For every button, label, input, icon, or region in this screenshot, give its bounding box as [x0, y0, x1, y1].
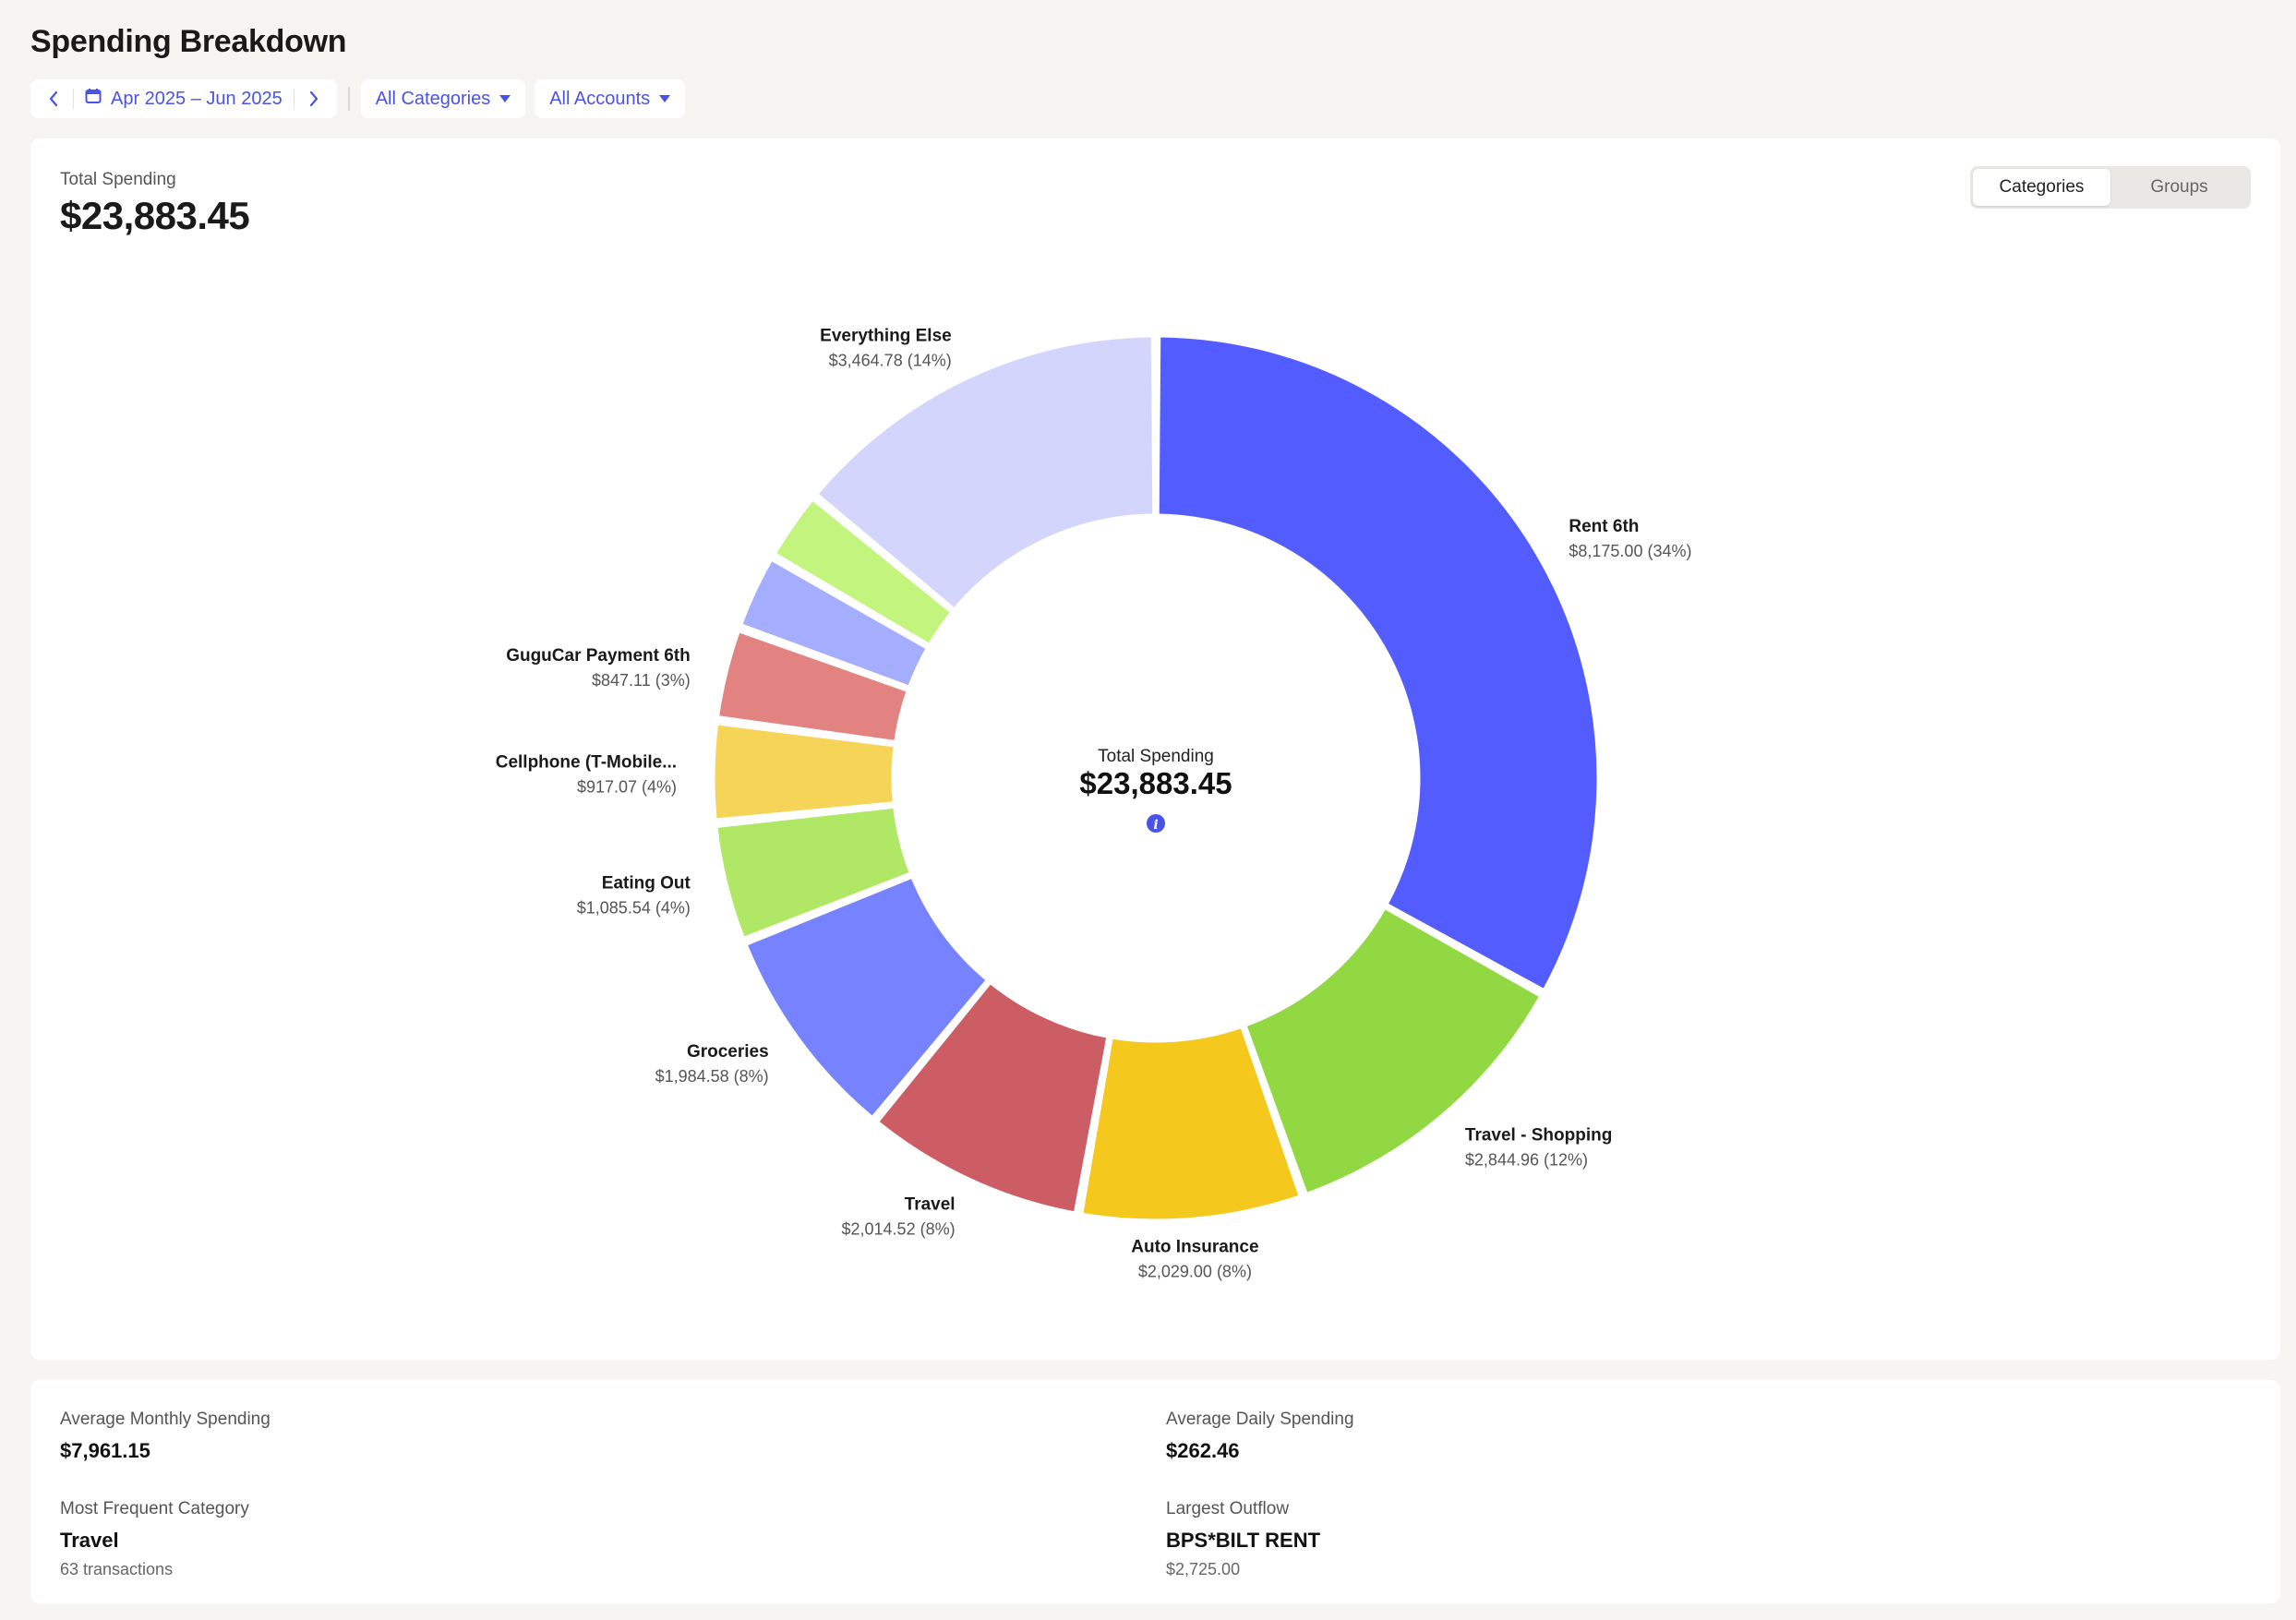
slice-amount: $3,464.78 (14%) [829, 352, 952, 370]
slice-label: Everything Else [820, 327, 952, 346]
total-spending-label: Total Spending [60, 170, 176, 189]
slice-amount: $847.11 (3%) [592, 671, 691, 690]
stat-most-frequent-category: Most Frequent Category Travel 63 transac… [60, 1499, 249, 1579]
stat-subtext: $2,725.00 [1166, 1560, 1241, 1578]
slice-label: Rent 6th [1569, 517, 1639, 536]
slice-label: Cellphone (T-Mobile... [496, 752, 677, 772]
slice-label: Travel - Shopping [1465, 1125, 1612, 1145]
stat-label: Most Frequent Category [60, 1499, 249, 1518]
stat-average-daily: Average Daily Spending $262.46 [1166, 1410, 1354, 1463]
date-range-label: Apr 2025 – Jun 2025 [111, 88, 282, 109]
stat-largest-outflow: Largest Outflow BPS*BILT RENT $2,725.00 [1166, 1499, 1320, 1579]
donut-slice[interactable] [876, 981, 1110, 1215]
view-toggle: Categories Groups [1970, 166, 2251, 209]
donut-slice[interactable] [712, 722, 896, 822]
stat-value: $262.46 [1166, 1439, 1240, 1462]
svg-text:i: i [1153, 818, 1158, 833]
calendar-icon [85, 88, 102, 110]
filter-divider [347, 87, 350, 111]
info-icon[interactable]: i [1147, 814, 1165, 833]
date-range-button[interactable]: Apr 2025 – Jun 2025 [79, 88, 288, 110]
donut-slice[interactable] [739, 558, 929, 689]
donut-slice[interactable] [773, 498, 954, 646]
donut-slice[interactable] [715, 805, 912, 940]
slice-amount: $917.07 (4%) [577, 777, 677, 796]
slice-label: GuguCar Payment 6th [506, 646, 691, 666]
caret-down-icon [659, 95, 671, 102]
slice-amount: $2,014.52 (8%) [842, 1219, 956, 1238]
donut-slice[interactable] [1244, 906, 1543, 1195]
donut-slice[interactable] [716, 630, 909, 743]
slice-label: Travel [905, 1194, 956, 1214]
total-spending-value: $23,883.45 [60, 194, 250, 237]
center-total-value: $23,883.45 [1079, 766, 1232, 800]
divider [293, 89, 295, 109]
toggle-groups[interactable]: Groups [2150, 177, 2208, 197]
donut-slice[interactable] [1080, 1025, 1302, 1222]
spending-chart-card: Total Spending $23,883.45 Categories Gro… [30, 138, 2280, 1360]
stat-label: Largest Outflow [1166, 1499, 1290, 1518]
toggle-categories[interactable]: Categories [1973, 169, 2110, 206]
chevron-right-icon[interactable] [300, 90, 328, 107]
accounts-dropdown[interactable]: All Accounts [535, 79, 686, 118]
stat-average-monthly: Average Monthly Spending $7,961.15 [60, 1410, 270, 1463]
date-range-picker: Apr 2025 – Jun 2025 [30, 79, 337, 118]
donut-chart: Rent 6th $8,175.00 (34%) Travel - Shopping… [496, 327, 1692, 1281]
chevron-left-icon[interactable] [40, 90, 67, 107]
slice-amount: $1,984.58 (8%) [655, 1067, 769, 1086]
stat-value[interactable]: Travel [60, 1529, 119, 1552]
caret-down-icon [499, 95, 511, 102]
divider [73, 89, 74, 109]
stat-label: Average Daily Spending [1166, 1410, 1354, 1429]
donut-slice[interactable] [744, 875, 989, 1120]
stat-value[interactable]: BPS*BILT RENT [1166, 1529, 1321, 1552]
slice-label: Auto Insurance [1131, 1237, 1258, 1256]
stats-card: Average Monthly Spending $7,961.15 Avera… [30, 1380, 2280, 1603]
stat-label: Average Monthly Spending [60, 1410, 270, 1429]
page-title: Spending Breakdown [30, 24, 347, 59]
slice-amount: $2,029.00 (8%) [1138, 1262, 1252, 1280]
donut-slice[interactable] [815, 334, 1156, 611]
stat-value: $7,961.15 [60, 1439, 150, 1462]
categories-dropdown-label: All Categories [375, 88, 491, 109]
categories-dropdown[interactable]: All Categories [360, 79, 526, 118]
slice-amount: $1,085.54 (4%) [577, 898, 691, 917]
slice-label: Eating Out [602, 873, 691, 893]
slice-label: Groceries [687, 1042, 769, 1062]
donut-slice[interactable] [1156, 334, 1600, 992]
center-total-label: Total Spending [1098, 747, 1214, 766]
accounts-dropdown-label: All Accounts [549, 88, 651, 109]
slice-amount: $8,175.00 (34%) [1569, 542, 1691, 560]
slice-amount: $2,844.96 (12%) [1465, 1150, 1588, 1169]
filter-bar: Apr 2025 – Jun 2025 All Categories All A… [30, 79, 694, 118]
stat-subtext: 63 transactions [60, 1560, 174, 1578]
